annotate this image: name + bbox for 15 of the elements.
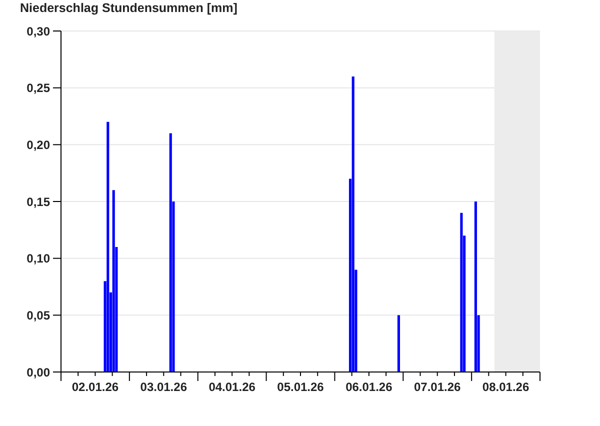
y-tick-label: 0,10 [26,252,50,266]
y-tick-label: 0,30 [26,24,50,38]
y-tick-label: 0,00 [26,365,50,380]
x-tick-label: 08.01.26 [482,380,530,394]
y-tick-label: 0,05 [26,308,50,322]
y-tick-label: 0,15 [26,194,50,209]
y-tick-label: 0,25 [26,81,50,96]
x-tick-label: 05.01.26 [277,380,324,394]
chart-title: Niederschlag Stundensummen [mm] [20,1,238,15]
x-tick-label: 02.01.26 [72,380,119,394]
x-tick-label: 07.01.26 [414,380,462,394]
y-tick-label: 0,20 [26,138,50,152]
x-tick-label: 04.01.26 [208,380,256,394]
x-tick-label: 06.01.26 [346,380,393,394]
x-tick-label: 03.01.26 [140,380,188,394]
